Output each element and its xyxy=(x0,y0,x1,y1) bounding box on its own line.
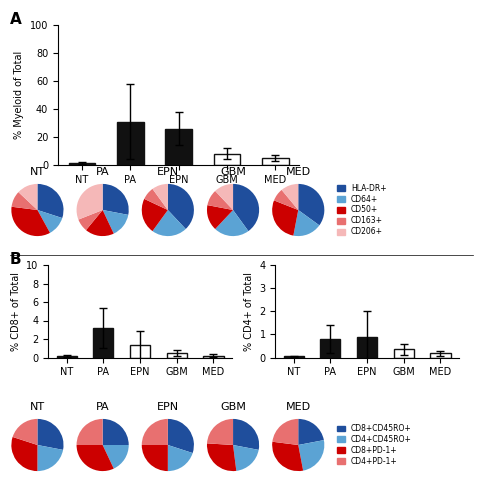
Bar xyxy=(69,163,96,165)
Title: EPN: EPN xyxy=(157,402,179,411)
Wedge shape xyxy=(102,419,128,445)
Wedge shape xyxy=(233,445,259,471)
Bar xyxy=(394,350,414,358)
Wedge shape xyxy=(12,437,38,471)
Legend: HLA-DR+, CD64+, CD50+, CD163+, CD206+: HLA-DR+, CD64+, CD50+, CD163+, CD206+ xyxy=(337,184,386,236)
Wedge shape xyxy=(233,419,259,450)
Bar xyxy=(430,354,451,358)
Title: EPN: EPN xyxy=(157,166,179,176)
Title: NT: NT xyxy=(30,166,45,176)
Wedge shape xyxy=(37,419,63,450)
Wedge shape xyxy=(12,206,50,236)
Wedge shape xyxy=(103,445,128,468)
Text: B: B xyxy=(10,252,21,268)
Wedge shape xyxy=(38,210,62,233)
Title: MED: MED xyxy=(285,402,311,411)
Title: PA: PA xyxy=(96,166,110,176)
Wedge shape xyxy=(142,199,168,231)
Wedge shape xyxy=(215,184,233,210)
Wedge shape xyxy=(215,210,248,236)
Wedge shape xyxy=(168,184,194,229)
Wedge shape xyxy=(13,419,38,445)
Wedge shape xyxy=(207,205,233,229)
Wedge shape xyxy=(103,210,128,234)
Y-axis label: % CD8+ of Total: % CD8+ of Total xyxy=(11,272,21,351)
Legend: CD8+CD45RO+, CD4+CD45RO+, CD8+PD-1+, CD4+PD-1+: CD8+CD45RO+, CD4+CD45RO+, CD8+PD-1+, CD4… xyxy=(337,424,412,466)
Title: MED: MED xyxy=(285,166,311,176)
Title: GBM: GBM xyxy=(220,166,246,176)
Wedge shape xyxy=(153,210,185,236)
Wedge shape xyxy=(18,184,38,210)
Wedge shape xyxy=(153,184,168,210)
Wedge shape xyxy=(142,445,168,471)
Wedge shape xyxy=(86,210,114,236)
Title: GBM: GBM xyxy=(220,402,246,411)
Title: NT: NT xyxy=(30,402,45,411)
Wedge shape xyxy=(102,184,128,215)
Wedge shape xyxy=(207,444,236,471)
Bar xyxy=(167,353,187,358)
Wedge shape xyxy=(168,419,194,453)
Wedge shape xyxy=(37,184,63,218)
Wedge shape xyxy=(282,184,298,210)
Wedge shape xyxy=(298,440,324,470)
Wedge shape xyxy=(274,190,298,210)
Bar xyxy=(93,328,114,358)
Wedge shape xyxy=(272,442,303,471)
Bar xyxy=(214,154,241,165)
Wedge shape xyxy=(207,191,233,210)
Bar xyxy=(357,336,377,357)
Wedge shape xyxy=(272,419,298,445)
Wedge shape xyxy=(298,184,324,226)
Wedge shape xyxy=(142,419,168,445)
Wedge shape xyxy=(272,200,298,235)
Wedge shape xyxy=(78,210,103,230)
Bar xyxy=(284,356,304,358)
Wedge shape xyxy=(77,184,103,220)
Wedge shape xyxy=(144,189,168,210)
Title: PA: PA xyxy=(96,402,110,411)
Wedge shape xyxy=(76,419,103,445)
Wedge shape xyxy=(12,192,38,210)
Wedge shape xyxy=(76,445,114,471)
Bar xyxy=(57,356,77,358)
Wedge shape xyxy=(293,210,319,236)
Text: A: A xyxy=(10,12,21,28)
Bar xyxy=(320,339,341,357)
Wedge shape xyxy=(207,419,233,445)
Wedge shape xyxy=(298,419,324,445)
Bar xyxy=(117,122,144,165)
Bar xyxy=(165,128,192,165)
Y-axis label: % Myeloid of Total: % Myeloid of Total xyxy=(14,51,24,139)
Wedge shape xyxy=(168,445,193,471)
Wedge shape xyxy=(233,184,259,231)
Bar xyxy=(262,158,289,165)
Bar xyxy=(203,356,224,358)
Wedge shape xyxy=(37,445,63,471)
Y-axis label: % CD4+ of Total: % CD4+ of Total xyxy=(244,272,254,351)
Bar xyxy=(130,346,150,358)
